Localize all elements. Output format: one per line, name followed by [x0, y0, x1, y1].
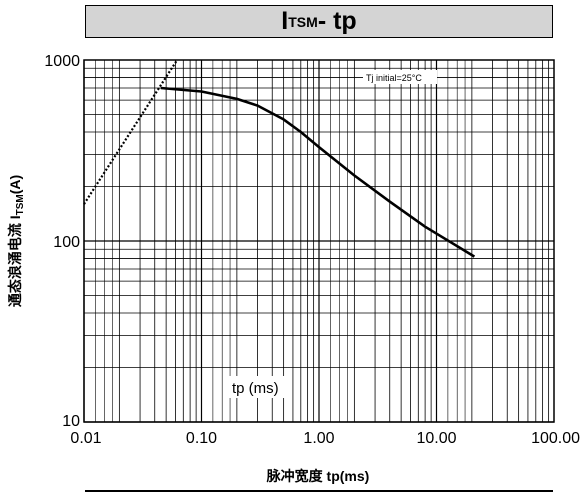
tj-annotation: Tj initial=25°C [366, 73, 422, 83]
x-axis-label: 脉冲宽度 tp(ms) [266, 468, 370, 484]
plot-frame [83, 59, 555, 423]
series-line-surge-current [160, 86, 476, 258]
y-tick-label: 1000 [44, 53, 80, 70]
bottom-rule [85, 490, 553, 492]
y-tick-label: 10 [62, 413, 80, 430]
x-tick-label: 100.00 [531, 430, 580, 447]
tick-labels: 0.01 0.10 1.00 10.00 100.00 10 100 1000 [44, 53, 580, 447]
title-suffix: - tp [317, 7, 357, 35]
grid [83, 60, 554, 423]
y-label-suffix: (A) [7, 175, 23, 194]
tp-annotation-bg [227, 376, 287, 398]
x-tick-label: 0.01 [70, 430, 101, 447]
chart-title: I TSM - tp [85, 5, 553, 38]
x-tick-label: 10.00 [416, 430, 456, 447]
title-subscript: TSM [288, 13, 318, 30]
y-label-subscript: TSM [15, 194, 26, 215]
y-axis-label: 通态浪涌电流 ITSM(A) [7, 175, 26, 307]
x-tick-label: 0.10 [186, 430, 217, 447]
x-tick-label: 1.00 [303, 430, 334, 447]
y-tick-label: 100 [53, 234, 80, 251]
series-layer [83, 59, 476, 258]
y-label-prefix: 通态浪涌电流 I [7, 215, 23, 307]
series-line-dotted [83, 59, 179, 205]
tp-annotation: tp (ms) [232, 380, 279, 397]
tj-annotation-bg [363, 70, 437, 84]
title-main: I [281, 7, 289, 35]
